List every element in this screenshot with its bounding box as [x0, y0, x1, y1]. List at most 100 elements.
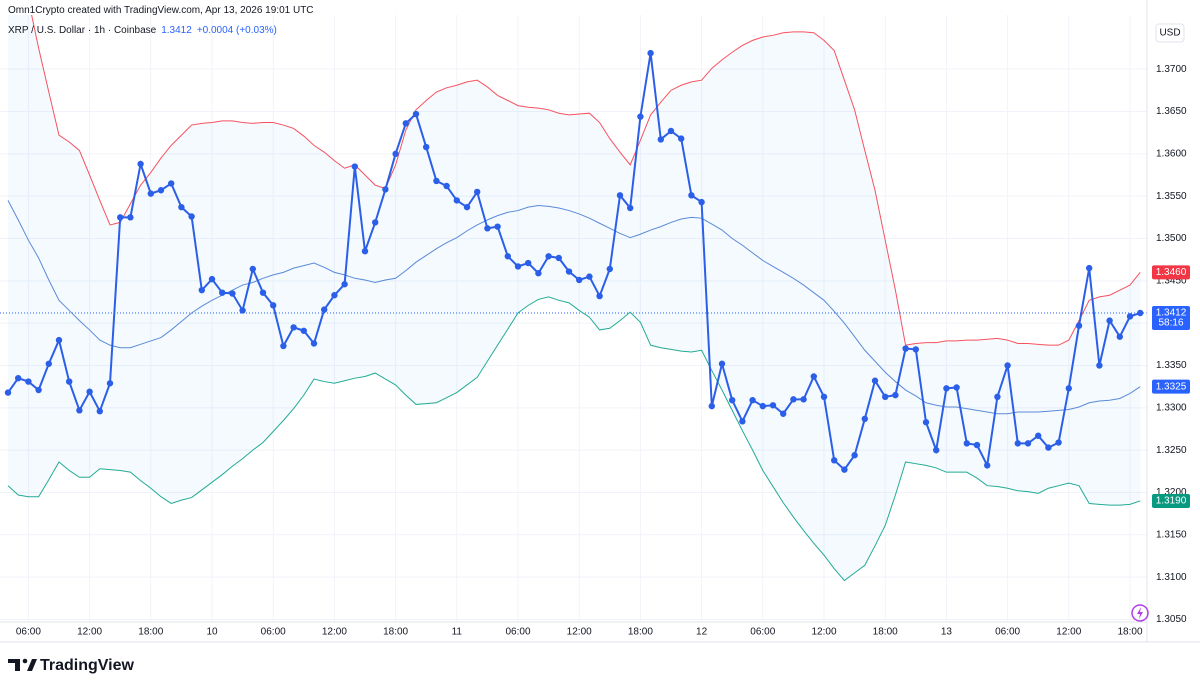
point: [831, 457, 838, 464]
point: [861, 415, 868, 423]
y-tick-label: 1.3500: [1156, 233, 1187, 244]
point: [4, 389, 12, 396]
currency-box[interactable]: [1155, 23, 1185, 43]
point: [147, 190, 154, 197]
x-tick-label: 18:00: [628, 627, 653, 638]
point: [351, 163, 358, 170]
credit: Omn1Crypto created with TradingView.com,…: [8, 5, 314, 16]
point: [657, 136, 664, 143]
point: [1014, 440, 1021, 447]
x-tick-label: 10: [206, 627, 218, 638]
point: [698, 198, 705, 206]
x-tick-label: 12:00: [1056, 627, 1081, 638]
price-tag-label: 1.3412: [1156, 308, 1187, 319]
point: [586, 273, 593, 280]
point: [372, 219, 379, 226]
point: [35, 386, 42, 394]
x-tick-label: 12:00: [811, 627, 836, 638]
point: [341, 281, 348, 288]
x-tick-label: 18:00: [383, 627, 408, 638]
point: [565, 268, 573, 275]
point: [637, 113, 644, 120]
point: [76, 407, 83, 414]
x-tick-label: 11: [452, 627, 463, 638]
y-tick-label: 1.3250: [1156, 445, 1187, 456]
point: [841, 466, 848, 473]
point: [1045, 444, 1052, 451]
y-tick-label: 1.3100: [1156, 572, 1187, 583]
last-price: 1.3412: [161, 25, 192, 36]
point: [453, 197, 460, 204]
point: [943, 385, 950, 392]
point: [402, 120, 409, 127]
x-tick-label: 06:00: [16, 627, 41, 638]
point: [922, 419, 930, 426]
y-tick-label: 1.3200: [1156, 487, 1187, 498]
point: [280, 342, 287, 350]
point: [525, 259, 532, 267]
x-tick-label: 18:00: [1117, 627, 1142, 638]
point: [973, 441, 981, 449]
point: [1075, 322, 1083, 329]
point: [667, 127, 675, 135]
point: [892, 391, 899, 399]
point: [1126, 313, 1134, 320]
point: [596, 292, 603, 300]
price-tag-label: 1.3325: [1156, 381, 1187, 392]
countdown: 58:16: [1158, 318, 1183, 329]
point: [933, 446, 940, 454]
point: [1065, 385, 1073, 392]
point: [310, 340, 318, 347]
point: [423, 143, 430, 151]
x-tick-label: 12:00: [567, 627, 592, 638]
change: +0.0004 (+0.03%): [196, 25, 277, 36]
alert-icon[interactable]: [1131, 604, 1149, 622]
point: [678, 135, 685, 142]
point: [769, 402, 777, 409]
point: [739, 418, 746, 425]
point: [953, 384, 960, 391]
x-tick-label: 18:00: [873, 627, 898, 638]
band-fill: [8, 15, 1141, 581]
point: [188, 213, 195, 220]
point: [117, 214, 124, 221]
point: [749, 396, 756, 404]
price-tag: [1152, 379, 1190, 394]
x-tick-label: 13: [941, 627, 953, 638]
point: [25, 378, 32, 385]
point: [790, 396, 797, 403]
point: [708, 402, 715, 410]
point: [208, 275, 216, 283]
point: [1055, 439, 1062, 446]
point: [514, 263, 522, 270]
point: [290, 324, 297, 331]
point: [137, 160, 144, 168]
price-tag: [1152, 265, 1190, 280]
point: [535, 270, 542, 277]
point: [627, 204, 634, 212]
point: [504, 253, 511, 260]
point: [1096, 362, 1103, 369]
point: [198, 286, 205, 294]
point: [45, 360, 52, 367]
point: [994, 393, 1001, 401]
price-tag: [1152, 493, 1190, 508]
point: [474, 188, 481, 196]
logo: [8, 658, 37, 671]
point: [127, 214, 134, 221]
point: [66, 378, 73, 385]
x-tick-label: 06:00: [261, 627, 286, 638]
point: [882, 393, 889, 401]
brand: TradingView: [40, 657, 135, 674]
point: [1106, 317, 1113, 324]
point: [1137, 309, 1144, 317]
point: [168, 180, 175, 187]
x-tick-label: 12: [696, 627, 708, 638]
symbol: XRP / U.S. Dollar · 1h · Coinbase: [8, 25, 157, 36]
point: [494, 223, 501, 230]
point: [300, 327, 307, 334]
point: [270, 302, 277, 309]
x-tick-label: 06:00: [505, 627, 530, 638]
point: [1024, 440, 1032, 447]
